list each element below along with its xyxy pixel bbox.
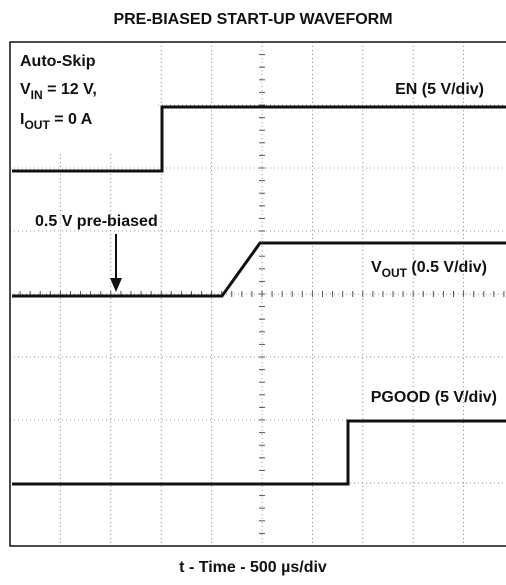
vout-text: (0.5 V/div) bbox=[407, 259, 487, 276]
vin-symbol: V bbox=[20, 81, 31, 98]
en-trace bbox=[12, 105, 506, 173]
iout-symbol: I bbox=[20, 111, 24, 128]
vin-text: = 12 V, bbox=[43, 81, 97, 98]
title: PRE-BIASED START-UP WAVEFORM bbox=[113, 11, 392, 28]
vout-symbol: V bbox=[371, 259, 382, 276]
en-label: EN (5 V/div) bbox=[395, 81, 484, 98]
iout-text: = 0 A bbox=[50, 111, 93, 128]
label-bg bbox=[12, 46, 158, 152]
vout-label: VOUT (0.5 V/div) bbox=[371, 259, 487, 280]
vout-trace bbox=[12, 241, 506, 298]
frame bbox=[9, 41, 506, 547]
x-axis-label: t - Time - 500 µs/div bbox=[179, 559, 327, 576]
mode-label: Auto-Skip bbox=[20, 53, 96, 70]
iout-subscript: OUT bbox=[24, 118, 50, 132]
pgood-label: PGOOD (5 V/div) bbox=[371, 389, 497, 406]
arrow-head bbox=[110, 278, 122, 292]
prebias-annotation: 0.5 V pre-biased bbox=[35, 213, 158, 230]
iout-label: IOUT = 0 A bbox=[20, 111, 93, 132]
vin-subscript: IN bbox=[31, 88, 43, 102]
vout-subscript: OUT bbox=[382, 266, 408, 280]
pgood-trace bbox=[12, 419, 506, 486]
vin-label: VIN = 12 V, bbox=[20, 81, 97, 102]
